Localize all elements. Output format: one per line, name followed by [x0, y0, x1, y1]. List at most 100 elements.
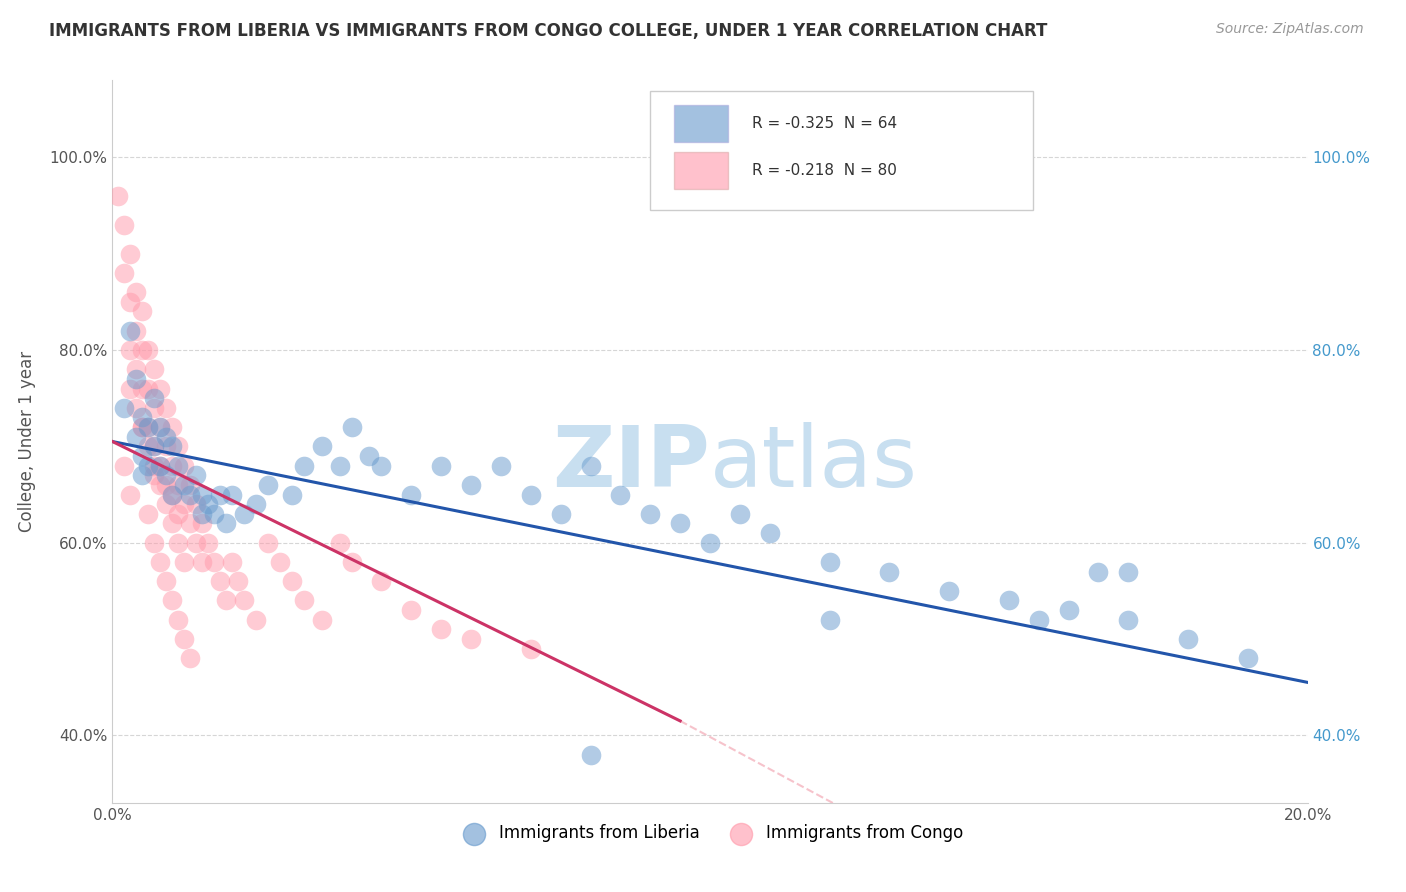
Point	[138, 439, 160, 453]
Point	[143, 439, 166, 453]
Point	[699, 535, 721, 549]
Point	[759, 526, 782, 541]
Point	[879, 565, 901, 579]
Point	[125, 401, 148, 415]
Point	[186, 497, 208, 511]
Point	[131, 343, 153, 357]
Point	[197, 497, 219, 511]
Point	[162, 458, 183, 473]
Point	[329, 535, 352, 549]
Point	[155, 497, 177, 511]
Point	[125, 324, 148, 338]
Point	[167, 458, 190, 473]
Point	[149, 458, 172, 473]
Point	[114, 266, 135, 280]
Point	[107, 189, 129, 203]
Point	[209, 487, 232, 501]
Point	[311, 439, 333, 453]
Point	[579, 458, 602, 473]
Point	[138, 382, 160, 396]
Point	[162, 420, 183, 434]
Point	[143, 401, 166, 415]
Point	[125, 430, 148, 444]
Point	[728, 507, 751, 521]
Point	[143, 535, 166, 549]
Point	[1177, 632, 1199, 646]
Point	[162, 487, 183, 501]
Point	[120, 246, 142, 260]
Point	[430, 623, 453, 637]
Point	[938, 583, 960, 598]
Point	[281, 487, 304, 501]
Point	[131, 449, 153, 463]
Point	[143, 458, 166, 473]
Point	[120, 343, 142, 357]
Point	[311, 613, 333, 627]
Point	[120, 324, 142, 338]
Point	[257, 478, 280, 492]
Point	[257, 535, 280, 549]
Point	[143, 391, 166, 405]
Point	[221, 555, 243, 569]
Point	[579, 747, 602, 762]
Point	[143, 362, 166, 376]
Point	[1028, 613, 1050, 627]
Point	[173, 555, 195, 569]
FancyBboxPatch shape	[651, 91, 1033, 211]
Point	[550, 507, 572, 521]
Point	[149, 382, 172, 396]
Point	[114, 458, 135, 473]
Point	[162, 487, 183, 501]
Point	[430, 458, 453, 473]
Point	[245, 497, 267, 511]
Point	[269, 555, 291, 569]
Point	[162, 439, 183, 453]
Point	[191, 487, 214, 501]
Legend: Immigrants from Liberia, Immigrants from Congo: Immigrants from Liberia, Immigrants from…	[450, 817, 970, 848]
Point	[125, 285, 148, 300]
Point	[131, 420, 153, 434]
Point	[1237, 651, 1260, 665]
Point	[460, 632, 482, 646]
Point	[162, 516, 183, 531]
Text: R = -0.325  N = 64: R = -0.325 N = 64	[752, 116, 897, 131]
Point	[186, 468, 208, 483]
Point	[1057, 603, 1080, 617]
Point	[233, 593, 256, 607]
Point	[245, 613, 267, 627]
Point	[191, 507, 214, 521]
Point	[179, 487, 201, 501]
Point	[138, 420, 160, 434]
Point	[155, 430, 177, 444]
Point	[640, 507, 662, 521]
Bar	[675, 105, 728, 143]
Point	[149, 478, 172, 492]
Text: atlas: atlas	[710, 422, 918, 505]
Point	[520, 641, 543, 656]
Point	[179, 478, 201, 492]
Point	[138, 507, 160, 521]
Point	[120, 294, 142, 309]
Point	[149, 420, 172, 434]
Point	[520, 487, 543, 501]
Point	[233, 507, 256, 521]
Text: ZIP: ZIP	[553, 422, 710, 505]
Point	[155, 401, 177, 415]
Point	[329, 458, 352, 473]
Point	[149, 420, 172, 434]
Point	[173, 497, 195, 511]
Point	[202, 507, 225, 521]
Point	[138, 343, 160, 357]
Point	[370, 574, 392, 589]
Point	[292, 458, 315, 473]
Y-axis label: College, Under 1 year: College, Under 1 year	[18, 351, 35, 533]
Point	[125, 372, 148, 386]
Point	[401, 603, 423, 617]
Point	[359, 449, 381, 463]
Point	[401, 487, 423, 501]
Point	[340, 555, 363, 569]
Point	[489, 458, 512, 473]
Point	[138, 420, 160, 434]
Point	[131, 304, 153, 318]
Point	[173, 458, 195, 473]
